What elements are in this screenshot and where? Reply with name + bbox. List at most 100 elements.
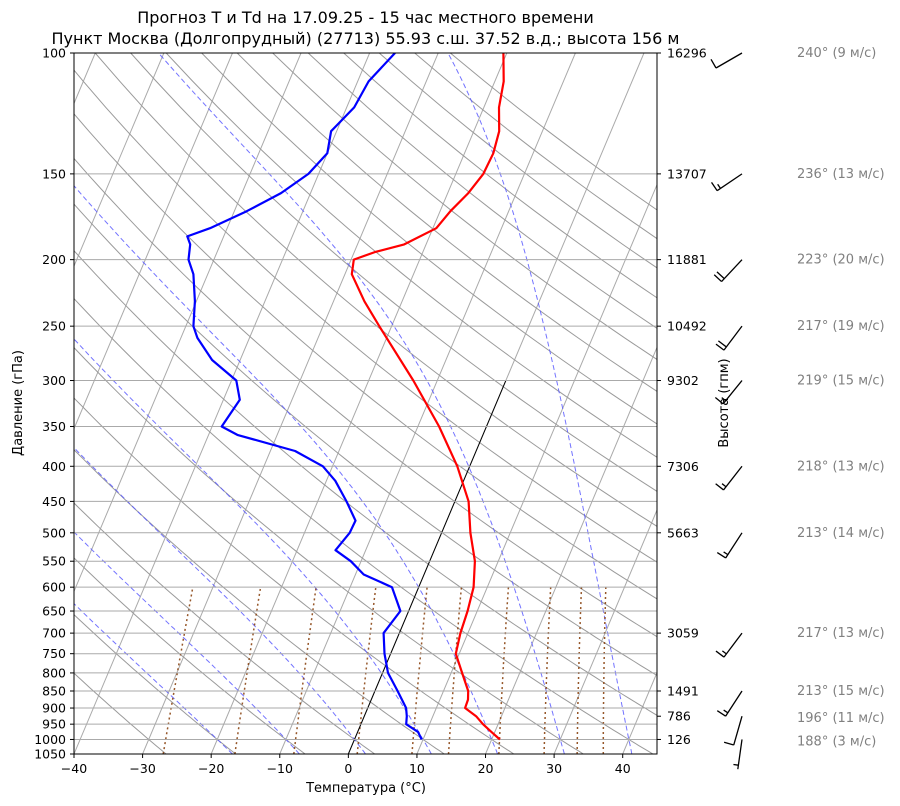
y-tick-label: 100 (42, 46, 66, 61)
isotherm-line (74, 53, 165, 268)
height-tick-label: 13707 (667, 166, 707, 181)
dry-adiabat-line (74, 613, 236, 754)
temperature-profile (350, 53, 505, 741)
height-tick-label: 11881 (667, 252, 707, 267)
wind-label: 219° (15 м/с) (797, 374, 885, 389)
wind-barb (723, 716, 743, 746)
wind-barb-staff (725, 532, 743, 559)
y-tick-label: 750 (42, 646, 66, 661)
isotherm-line (74, 53, 371, 754)
dry-adiabat-line (165, 53, 657, 458)
wind-barb-feather (715, 343, 725, 351)
dry-adiabat-line (272, 53, 657, 361)
wind-label: 217° (13 м/с) (797, 626, 885, 641)
isotherm-line (74, 53, 302, 593)
y-tick-label: 150 (42, 166, 66, 181)
isobar-grid (74, 53, 657, 754)
profiles (186, 53, 505, 741)
y-tick-label: 650 (42, 604, 66, 619)
dewpoint-profile (186, 53, 423, 740)
y-tick-label: 250 (42, 319, 66, 334)
moist-adiabat-line (74, 338, 432, 754)
wind-label: 213° (15 м/с) (797, 684, 885, 699)
y-tick-label: 850 (42, 684, 66, 699)
wind-barb-feather (715, 650, 725, 658)
moist-adiabat-line (447, 53, 633, 754)
wind-label: 223° (20 м/с) (797, 253, 885, 268)
isotherm-line (416, 183, 657, 754)
mixing-ratio-line (447, 587, 463, 754)
y-tick-label: 950 (42, 717, 66, 732)
y-tick-label: 600 (42, 580, 66, 595)
y-tick-label: 550 (42, 554, 66, 569)
wind-label: 213° (14 м/с) (797, 526, 885, 541)
x-tick-label: 30 (546, 761, 562, 776)
wind-label: 217° (19 м/с) (797, 319, 885, 334)
moist-adiabat-line (74, 602, 233, 754)
wind-barbs: 240° (9 м/с) 236° (13 м/с) 223° (20 м/с) 21… (710, 46, 885, 770)
y-tick-label: 1000 (34, 732, 66, 747)
y-tick-label: 500 (42, 525, 66, 540)
dry-adiabat-line (74, 502, 375, 754)
wind-barb-feather (710, 59, 717, 69)
mixing-ratio-line (356, 587, 377, 754)
wind-label: 196° (11 м/с) (797, 711, 885, 726)
mixing-ratio-line (602, 587, 607, 754)
wind-label: 236° (13 м/с) (797, 167, 885, 182)
mixing-ratio-line (576, 587, 583, 754)
height-tick-label: 126 (667, 732, 691, 747)
wind-barb-feather (723, 741, 734, 746)
wind-barb-staff (723, 325, 743, 351)
height-tick-label: 786 (667, 709, 691, 724)
isotherm-line (74, 53, 233, 431)
y-tick-label: 400 (42, 459, 66, 474)
x-axis-label: Температура (°C) (305, 781, 426, 796)
wind-barb-half-feather (721, 397, 727, 402)
dry-adiabat-line (74, 672, 167, 754)
wind-barb-staff (722, 380, 743, 405)
height-axis-label: Высота (гпм) (717, 358, 732, 447)
moist-adiabat-line (74, 531, 300, 754)
wind-barb-staff (733, 716, 743, 746)
dry-adiabat-line (94, 53, 657, 527)
wind-label: 218° (13 м/с) (797, 459, 885, 474)
isotherm-line (553, 508, 657, 754)
wind-barb (710, 52, 743, 69)
wind-label: 240° (9 м/с) (797, 46, 876, 61)
wind-barb-half-feather (721, 483, 727, 488)
wind-barb-feather (715, 483, 724, 491)
dry-adiabat-line (74, 449, 445, 754)
wind-barb (715, 325, 743, 351)
moist-adiabat-line (158, 53, 565, 754)
height-tick-label: 7306 (667, 459, 699, 474)
dry-adiabat-line (74, 157, 657, 638)
wind-barb-feather (714, 397, 724, 405)
wind-barb-staff (716, 173, 743, 192)
mixing-ratio-line (498, 587, 510, 754)
wind-barb-feather (716, 710, 727, 717)
y-tick-label: 450 (42, 494, 66, 509)
y-axis: 100 150 200 250 300 350 400 450 500 550 600 650 700 7… (34, 46, 74, 762)
moist-adiabat-line (74, 185, 499, 754)
wind-barb (715, 465, 743, 491)
dry-adiabat-line (130, 53, 657, 492)
x-tick-label: 0 (344, 761, 352, 776)
x-tick-label: 10 (409, 761, 425, 776)
dry-adiabat-line (201, 53, 657, 425)
wind-barb (716, 690, 743, 717)
wind-barb-feather (710, 182, 718, 192)
wind-barb-half-feather (723, 709, 729, 714)
wind-barb (716, 532, 743, 559)
reference-line (347, 380, 507, 754)
y-tick-label: 800 (42, 665, 66, 680)
height-axis: 16296 13707 11881 10492 9302 7306 5663 3059 1491… (657, 46, 707, 747)
y-tick-label: 350 (42, 419, 66, 434)
y-tick-label: 900 (42, 701, 66, 716)
x-axis: −40 −30 −20 −10 0 10 20 30 40 (61, 754, 631, 776)
wind-label: 188° (3 м/с) (797, 734, 876, 749)
x-tick-label: 20 (478, 761, 494, 776)
x-tick-label: −30 (129, 761, 155, 776)
dry-adiabat-line (74, 397, 515, 754)
height-tick-label: 9302 (667, 373, 699, 388)
dry-adiabat-line (449, 53, 657, 211)
